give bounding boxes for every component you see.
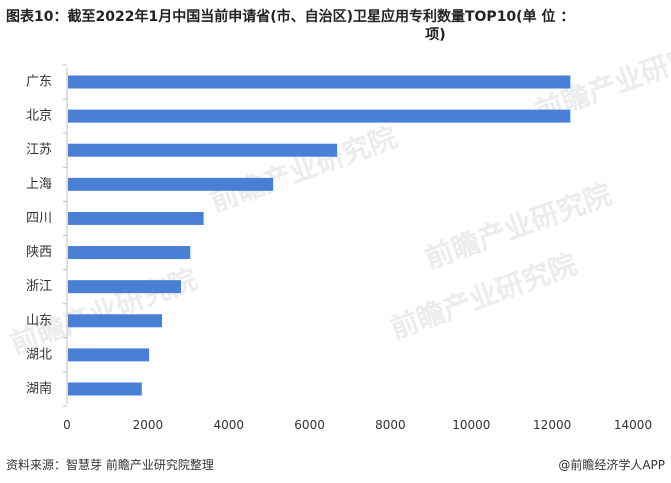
category-label: 湖南 [26, 381, 52, 397]
chart-title-line2: 项) [425, 27, 446, 43]
category-label: 陕西 [26, 245, 52, 260]
x-tick-label: 12000 [533, 418, 571, 432]
chart-title-line1: 图表10：截至2022年1月中国当前申请省(市、自治区)卫星应用专利数量TOP1… [6, 9, 575, 25]
x-tick-label: 4000 [213, 418, 244, 432]
category-label: 湖北 [26, 347, 52, 362]
category-label: 上海 [26, 177, 52, 192]
category-label: 山东 [26, 313, 52, 328]
x-tick-label: 2000 [133, 418, 164, 432]
x-tick-label: 8000 [375, 418, 406, 432]
category-label: 四川 [26, 211, 52, 226]
x-tick-label: 0 [63, 418, 71, 432]
bar [68, 246, 191, 260]
bar [68, 177, 274, 191]
category-label: 广东 [26, 75, 52, 90]
brand-credit: @前瞻经济学人APP [558, 458, 665, 472]
bar [68, 75, 571, 89]
category-label: 浙江 [26, 279, 52, 294]
bar [68, 314, 163, 328]
bar [68, 348, 150, 362]
x-tick-label: 14000 [614, 418, 652, 432]
source-note: 资料来源：智慧芽 前瞻产业研究院整理 [6, 458, 214, 472]
chart-title: 图表10：截至2022年1月中国当前申请省(市、自治区)卫星应用专利数量TOP1… [6, 8, 665, 44]
bar [68, 382, 142, 396]
bar [68, 211, 204, 225]
category-label: 北京 [26, 109, 52, 124]
bar [68, 280, 182, 294]
category-label: 江苏 [26, 142, 52, 158]
x-tick-label: 10000 [452, 418, 490, 432]
x-tick-label: 6000 [294, 418, 325, 432]
bar [68, 143, 338, 157]
bar [68, 109, 571, 123]
